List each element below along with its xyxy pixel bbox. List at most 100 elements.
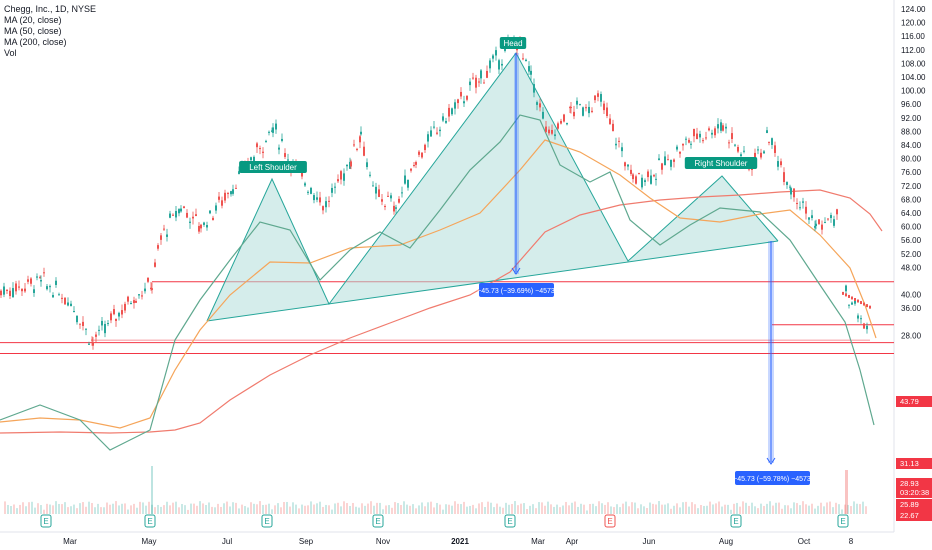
volume-bar <box>556 504 558 514</box>
candle-body <box>451 108 453 115</box>
candle-body <box>658 158 660 161</box>
volume-bar <box>562 505 564 514</box>
volume-bar <box>640 504 642 514</box>
volume-bar <box>832 507 834 514</box>
volume-bar <box>688 506 690 514</box>
volume-bar <box>376 502 378 514</box>
y-tick-label: 124.00 <box>901 5 926 14</box>
earnings-marker: E <box>837 514 849 528</box>
volume-bar <box>841 509 843 514</box>
candle-body <box>30 278 32 284</box>
volume-bar <box>760 503 762 514</box>
volume-bar <box>202 503 204 514</box>
volume-bar <box>748 505 750 514</box>
volume-bar <box>436 502 438 514</box>
volume-bar <box>478 503 480 514</box>
candle-body <box>262 151 264 153</box>
volume-bar <box>862 501 864 514</box>
candle-body <box>346 164 348 167</box>
y-tick-label: 76.00 <box>901 168 922 177</box>
candle-body <box>163 228 165 230</box>
x-tick-label: May <box>141 537 156 546</box>
volume-bar <box>10 506 12 514</box>
candle-body <box>166 234 168 237</box>
candle-body <box>702 140 704 142</box>
volume-bar <box>715 503 717 514</box>
candle-body <box>863 323 865 329</box>
volume-bar <box>499 506 501 514</box>
volume-bar <box>406 504 408 514</box>
ma20-line <box>0 114 875 451</box>
candle-body <box>492 55 494 59</box>
candle-body <box>195 214 197 217</box>
volume-bar <box>127 509 129 514</box>
x-tick-label: 8 <box>849 537 854 546</box>
measure-label-bg <box>735 471 810 485</box>
candle-body <box>24 288 26 292</box>
candle-body <box>682 143 684 146</box>
measure-arrow <box>511 267 521 275</box>
volume-bar <box>109 504 111 514</box>
candle-body <box>192 216 194 219</box>
volume-bar <box>400 504 402 514</box>
volume-bar <box>319 501 321 514</box>
candle-body <box>594 95 596 101</box>
measure-tool-target: −45.73 (−59.78%) −4573 <box>733 241 811 485</box>
candle-body <box>275 123 277 130</box>
candle-body <box>799 207 801 209</box>
candle-body <box>372 185 374 187</box>
volume-bar <box>250 502 252 514</box>
candle-body <box>766 130 768 134</box>
volume-bar <box>241 504 243 514</box>
volume-bar <box>292 502 294 514</box>
volume-bar <box>337 502 339 514</box>
label-head: Head <box>499 37 527 49</box>
candle-body <box>284 153 286 157</box>
volume-bar <box>637 508 639 514</box>
x-tick-label: Jul <box>222 537 232 546</box>
candle-body <box>430 130 432 137</box>
measure-arrow <box>766 457 776 465</box>
candle-body <box>52 294 54 298</box>
candle-body <box>760 152 762 158</box>
volume-bar <box>700 504 702 514</box>
volume-bar <box>364 505 366 514</box>
candle-body <box>278 147 280 150</box>
volume-bar <box>37 503 39 514</box>
candle-body <box>624 162 626 167</box>
volume-bar <box>691 502 693 514</box>
candle-body <box>79 323 81 325</box>
candle-body <box>472 77 474 79</box>
earnings-marker-text: E <box>733 517 738 526</box>
candle-body <box>869 305 871 309</box>
candle-body <box>127 296 129 302</box>
volume-bar <box>667 503 669 514</box>
volume-bar <box>727 504 729 514</box>
volume-bar <box>172 502 174 514</box>
volume-bar <box>724 504 726 514</box>
volume-bar <box>604 504 606 514</box>
candle-body <box>218 196 220 200</box>
y-tick-label: 116.00 <box>901 32 925 41</box>
candle-body <box>436 132 438 134</box>
volume-bar <box>574 501 576 514</box>
volume-bar <box>757 508 759 514</box>
label-left-shoulder: Left Shoulder <box>239 161 307 173</box>
volume-bar <box>163 505 165 514</box>
volume-bar <box>106 502 108 514</box>
candle-body <box>522 58 524 60</box>
volume-bars <box>4 466 867 514</box>
price-tag: 28.93 <box>896 478 932 489</box>
volume-bar <box>331 509 333 514</box>
earnings-marker-text: E <box>264 517 269 526</box>
volume-bar <box>124 503 126 514</box>
candle-body <box>393 205 395 212</box>
label-right-shoulder-bg <box>684 157 758 169</box>
candle-body <box>360 131 362 135</box>
candle-body <box>46 286 48 290</box>
volume-bar <box>274 505 276 514</box>
candle-body <box>818 219 820 224</box>
volume-bar <box>664 504 666 514</box>
volume-bar <box>154 507 156 514</box>
